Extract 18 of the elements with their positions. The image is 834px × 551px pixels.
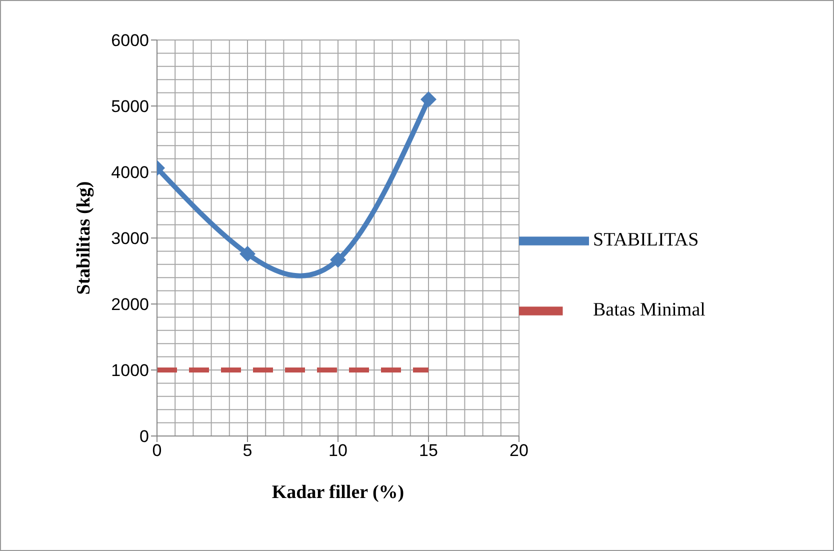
y-tick-label: 1000 [111,361,149,380]
x-tick-label: 15 [419,441,438,460]
y-tick-label: 0 [140,427,149,446]
point [330,252,346,268]
legend-label: STABILITAS [593,228,699,250]
y-tick-label: 2000 [111,295,149,314]
y-tick-label: 3000 [111,229,149,248]
x-tick-label: 0 [152,441,162,460]
point [420,91,436,108]
x-tick-label: 20 [510,441,528,460]
y-tick-label: 4000 [111,163,149,182]
x-tick-label: 10 [328,441,348,460]
y-tick-label: 5000 [111,97,149,116]
y-tick-label: 6000 [111,31,149,50]
y-axis-title: Stabilitas (kg) [74,181,95,295]
legend-label: Batas Minimal [593,298,706,320]
x-tick-label: 5 [242,441,252,460]
x-axis-title: Kadar filler (%) [272,482,404,503]
